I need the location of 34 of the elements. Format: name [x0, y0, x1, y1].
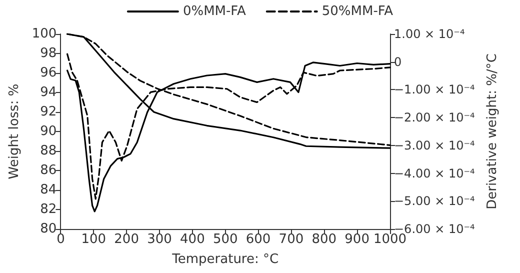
- y-tick-label: 86: [40, 163, 57, 178]
- y2-tick-label: −2.00 × 10⁻⁴: [394, 110, 476, 125]
- y-tick-label: 84: [40, 182, 57, 198]
- y-tick-label: 80: [40, 222, 57, 236]
- x-tick-label: 500: [212, 232, 238, 247]
- y2-tick-label: −3.00 × 10⁻⁴: [394, 138, 476, 152]
- x-tick-label: 900: [344, 232, 370, 247]
- y2-axis-title: Derivative weight: %/°C: [484, 54, 500, 210]
- y2-tick-label: 0: [394, 54, 402, 69]
- y-tick-label: 82: [40, 202, 57, 217]
- x-tick-label: 100: [81, 232, 106, 247]
- x-tick-label: 800: [312, 232, 337, 247]
- y-tick-label: 96: [40, 66, 57, 80]
- x-axis-title: Temperature: °C: [171, 252, 279, 267]
- x-tick-label: 400: [180, 232, 205, 247]
- y2-tick-label: −4.00 × 10⁻⁴: [394, 166, 476, 180]
- x-tick-label: 0: [56, 232, 65, 247]
- x-tick-label: 1000: [373, 232, 407, 247]
- x-tick-label: 200: [114, 232, 139, 247]
- y2-tick-label: −1.00 × 10⁻⁴: [394, 82, 476, 97]
- y-tick-label: 92: [40, 104, 57, 120]
- legend-label: 0%MM-FA: [182, 4, 246, 19]
- x-tick-label: 300: [147, 232, 172, 247]
- x-tick-label: 700: [278, 232, 304, 247]
- y-axis-title: Weight loss: %: [7, 84, 22, 180]
- y-tick-label: 100: [32, 26, 57, 42]
- y-tick-label: 98: [40, 46, 57, 61]
- y2-tick-label: 1.00 × 10⁻⁴: [394, 27, 466, 41]
- y2-tick-label: −5.00 × 10⁻⁴: [394, 194, 476, 208]
- y-tick-label: 88: [40, 144, 57, 158]
- legend-label: 50%MM-FA: [322, 4, 394, 19]
- y-tick-label: 94: [40, 85, 57, 100]
- x-tick-label: 600: [246, 232, 271, 247]
- y-tick-label: 90: [40, 124, 57, 139]
